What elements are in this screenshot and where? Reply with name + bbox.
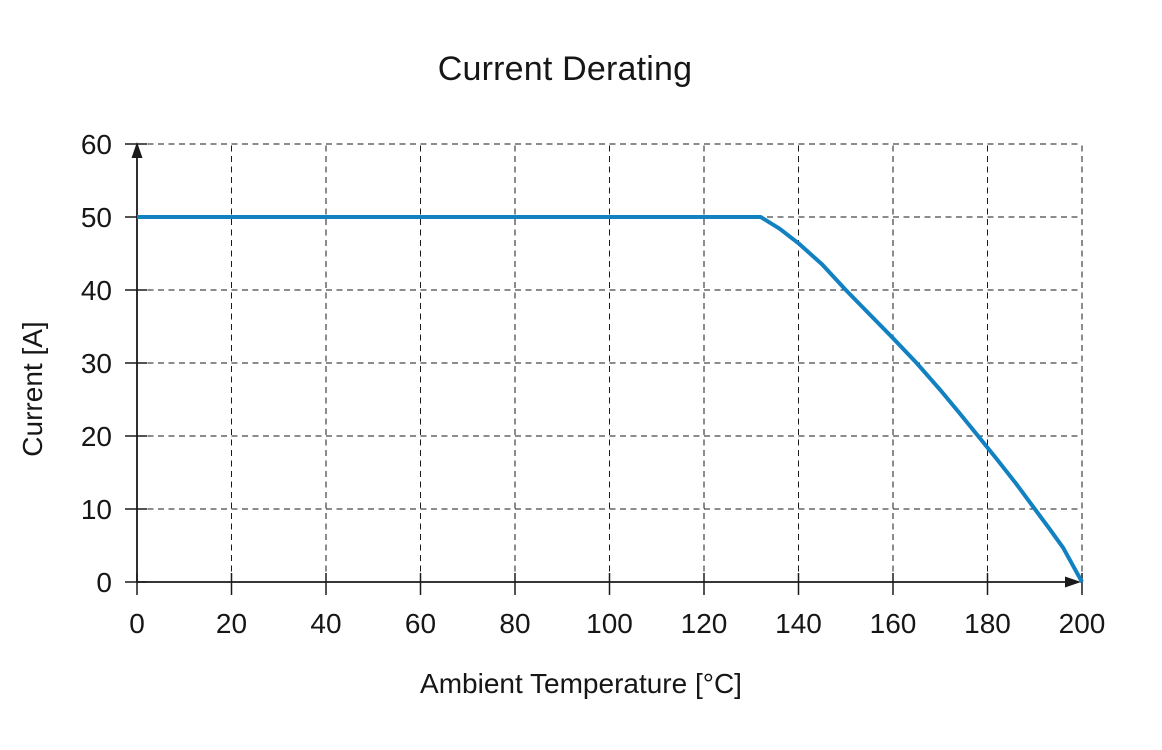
x-tick-label: 200: [1059, 608, 1106, 639]
x-axis-label: Ambient Temperature [°C]: [420, 668, 742, 699]
y-tick-label: 10: [81, 494, 112, 525]
x-axis-arrow: [1065, 576, 1081, 588]
y-tick-label: 60: [81, 129, 112, 160]
x-tick-label: 0: [129, 608, 145, 639]
x-tick-label: 20: [216, 608, 247, 639]
x-tick-label: 180: [964, 608, 1011, 639]
derating-curve: [137, 215, 1084, 583]
x-tick-label: 140: [775, 608, 822, 639]
x-tick-label: 80: [499, 608, 530, 639]
x-tick-label: 100: [586, 608, 633, 639]
x-tick-label: 120: [681, 608, 728, 639]
y-tick-label: 0: [96, 567, 112, 598]
y-tick-label: 20: [81, 421, 112, 452]
x-tick-label: 40: [310, 608, 341, 639]
y-tick-label: 30: [81, 348, 112, 379]
chart-title: Current Derating: [437, 50, 693, 88]
x-tick-label: 160: [870, 608, 917, 639]
y-tick-label: 40: [81, 275, 112, 306]
y-tick-label: 50: [81, 202, 112, 233]
x-tick-label: 60: [405, 608, 436, 639]
y-axis-arrow: [131, 142, 143, 158]
